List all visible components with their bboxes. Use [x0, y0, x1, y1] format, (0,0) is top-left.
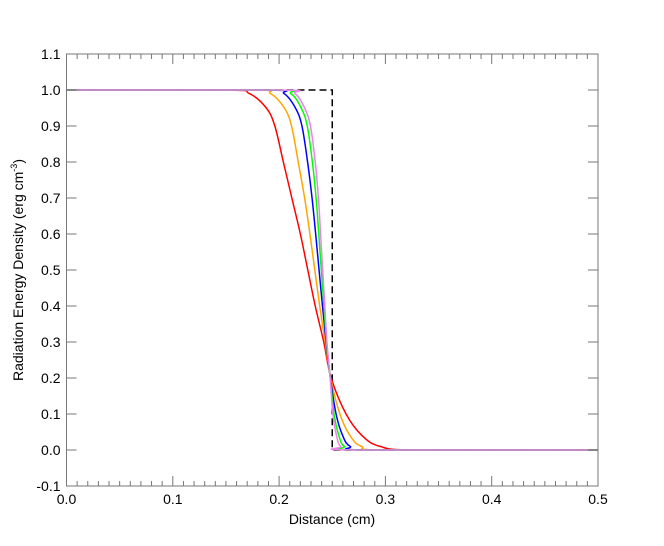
x-axis-label: Distance (cm) — [289, 511, 375, 527]
axes: 0.0 0.1 0.2 0.3 0.4 0.5-0.10.00.10.20.30.40.5… — [36, 46, 608, 507]
y-tick-label: 0.5 — [41, 262, 61, 278]
x-tick-label: 0.3 — [376, 491, 396, 507]
y-tick-label: 1.0 — [41, 82, 61, 98]
y-tick-label: 0.2 — [41, 370, 61, 386]
y-tick-label: 0.9 — [41, 118, 61, 134]
series-line-0 — [66, 89, 598, 451]
y-axis-label: Radiation Energy Density (erg cm-3) — [9, 159, 26, 381]
series-line-3 — [66, 89, 598, 451]
y-tick-label: 1.1 — [41, 46, 61, 62]
x-tick-label: 0.5 — [588, 491, 608, 507]
y-tick-label: 0.0 — [41, 442, 61, 458]
series-layer — [66, 89, 598, 451]
series-line-2 — [66, 89, 598, 451]
y-tick-label: 0.8 — [41, 154, 61, 170]
series-line-4 — [66, 89, 598, 451]
series-line-1 — [66, 89, 598, 451]
x-tick-label: 0.2 — [269, 491, 289, 507]
y-tick-label: 0.7 — [41, 190, 61, 206]
y-tick-label: 0.6 — [41, 226, 61, 242]
x-tick-label: 0.0 — [57, 491, 77, 507]
x-tick-label: 0.4 — [482, 491, 502, 507]
y-tick-label: 0.1 — [41, 406, 61, 422]
y-tick-label: -0.1 — [36, 478, 60, 494]
x-tick-label: 0.1 — [163, 491, 183, 507]
y-tick-label: 0.3 — [41, 334, 61, 350]
y-tick-label: 0.4 — [41, 298, 61, 314]
